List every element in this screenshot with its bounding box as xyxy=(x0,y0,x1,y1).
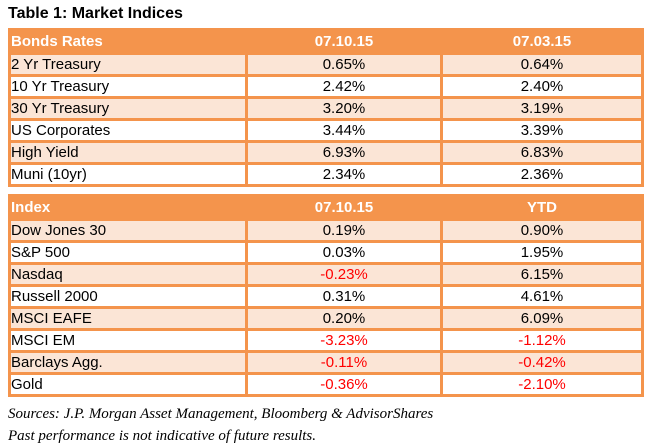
row-label: Russell 2000 xyxy=(8,284,248,309)
column-header: 07.10.15 xyxy=(245,28,443,55)
row-label: High Yield xyxy=(8,140,248,165)
column-header: 07.03.15 xyxy=(440,28,644,55)
row-value: -0.23% xyxy=(245,262,443,287)
row-label: Dow Jones 30 xyxy=(8,218,248,243)
row-value: 2.40% xyxy=(440,74,644,99)
row-value: 1.95% xyxy=(440,240,644,265)
row-value: 0.20% xyxy=(245,306,443,331)
row-value: 2.34% xyxy=(245,162,443,187)
index-table: Index 07.10.15 YTD Dow Jones 30 0.19% 0.90% S&… xyxy=(8,194,644,397)
row-value: 3.19% xyxy=(440,96,644,121)
table-row: Muni (10yr) 2.34% 2.36% xyxy=(8,162,644,187)
row-value: -0.11% xyxy=(245,350,443,375)
row-label: Barclays Agg. xyxy=(8,350,248,375)
table-row: Barclays Agg. -0.11% -0.42% xyxy=(8,350,644,375)
table-row: MSCI EM -3.23% -1.12% xyxy=(8,328,644,353)
index-table-header-row: Index 07.10.15 YTD xyxy=(8,194,644,221)
table-row: Dow Jones 30 0.19% 0.90% xyxy=(8,218,644,243)
row-value: 0.64% xyxy=(440,52,644,77)
row-value: 2.36% xyxy=(440,162,644,187)
bonds-rates-table: Bonds Rates 07.10.15 07.03.15 2 Yr Treasury… xyxy=(8,28,644,187)
row-label: 2 Yr Treasury xyxy=(8,52,248,77)
footnote: Sources: J.P. Morgan Asset Management, B… xyxy=(8,403,647,447)
row-label: US Corporates xyxy=(8,118,248,143)
row-value: 3.20% xyxy=(245,96,443,121)
column-header: YTD xyxy=(440,194,644,221)
row-label: MSCI EAFE xyxy=(8,306,248,331)
table-row: Russell 2000 0.31% 4.61% xyxy=(8,284,644,309)
disclaimer-note: Past performance is not indicative of fu… xyxy=(8,428,317,444)
column-header: Bonds Rates xyxy=(8,28,248,55)
column-header: Index xyxy=(8,194,248,221)
row-label: S&P 500 xyxy=(8,240,248,265)
row-value: 6.83% xyxy=(440,140,644,165)
row-label: 30 Yr Treasury xyxy=(8,96,248,121)
table-row: 30 Yr Treasury 3.20% 3.19% xyxy=(8,96,644,121)
row-value: 2.42% xyxy=(245,74,443,99)
column-header: 07.10.15 xyxy=(245,194,443,221)
page-title: Table 1: Market Indices xyxy=(8,5,183,22)
sources-note: Sources: J.P. Morgan Asset Management, B… xyxy=(8,406,434,422)
row-value: -2.10% xyxy=(440,372,644,397)
table-row: MSCI EAFE 0.20% 6.09% xyxy=(8,306,644,331)
row-label: 10 Yr Treasury xyxy=(8,74,248,99)
bonds-table-header-row: Bonds Rates 07.10.15 07.03.15 xyxy=(8,28,644,55)
table-row: S&P 500 0.03% 1.95% xyxy=(8,240,644,265)
row-value: 3.39% xyxy=(440,118,644,143)
row-value: 4.61% xyxy=(440,284,644,309)
table-row: Gold -0.36% -2.10% xyxy=(8,372,644,397)
row-value: 0.03% xyxy=(245,240,443,265)
row-value: 3.44% xyxy=(245,118,443,143)
table-row: 10 Yr Treasury 2.42% 2.40% xyxy=(8,74,644,99)
row-value: 6.09% xyxy=(440,306,644,331)
table-row: US Corporates 3.44% 3.39% xyxy=(8,118,644,143)
row-label: Gold xyxy=(8,372,248,397)
table-row: High Yield 6.93% 6.83% xyxy=(8,140,644,165)
table-row: 2 Yr Treasury 0.65% 0.64% xyxy=(8,52,644,77)
table-row: Nasdaq -0.23% 6.15% xyxy=(8,262,644,287)
row-value: -0.36% xyxy=(245,372,443,397)
row-label: Muni (10yr) xyxy=(8,162,248,187)
row-label: MSCI EM xyxy=(8,328,248,353)
row-value: 0.19% xyxy=(245,218,443,243)
row-value: -0.42% xyxy=(440,350,644,375)
row-value: 0.90% xyxy=(440,218,644,243)
row-label: Nasdaq xyxy=(8,262,248,287)
row-value: 0.65% xyxy=(245,52,443,77)
row-value: -1.12% xyxy=(440,328,644,353)
row-value: 6.15% xyxy=(440,262,644,287)
row-value: -3.23% xyxy=(245,328,443,353)
row-value: 0.31% xyxy=(245,284,443,309)
row-value: 6.93% xyxy=(245,140,443,165)
